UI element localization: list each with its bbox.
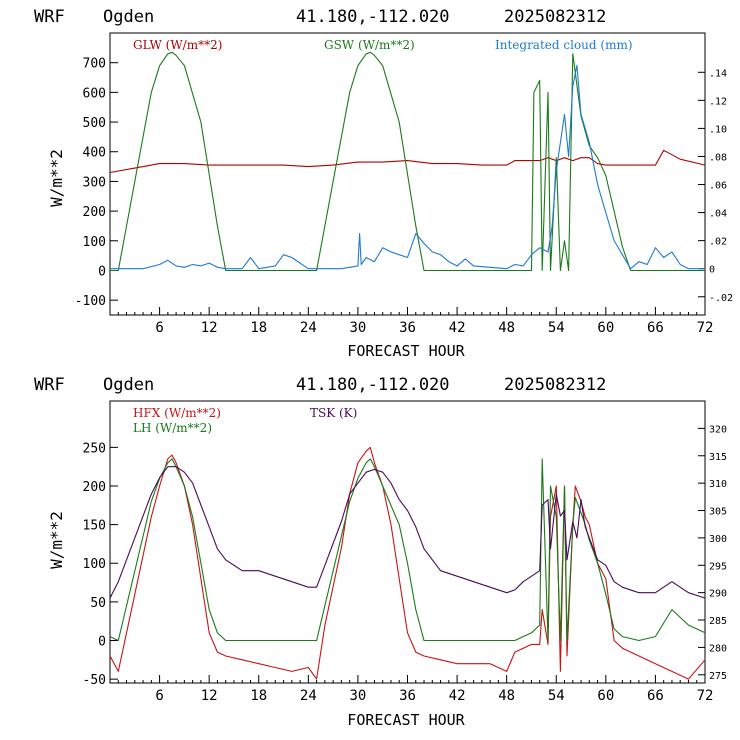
x-tick-label: 54 (548, 320, 565, 336)
y-right-tick-label: 280 (709, 643, 727, 654)
x-axis: 6 12 18 24 30 36 42 48 54 60 66 72 (117, 675, 714, 704)
x-tick-label: 72 (697, 320, 714, 336)
legend-tsk: TSK (K) (310, 406, 357, 420)
x-tick-label: 42 (449, 320, 466, 336)
x-tick-label: 42 (449, 688, 466, 704)
y-tick-label: 200 (83, 480, 106, 495)
x-axis-title: FORECAST HOUR (347, 711, 465, 729)
x-tick-label: 18 (250, 320, 267, 336)
y-right-tick-label: .08 (709, 152, 727, 163)
legend-glw: GLW (W/m**2) (133, 38, 222, 52)
series-line-hfx (109, 446, 706, 680)
x-tick-label: 54 (548, 688, 565, 704)
y-tick-label: 700 (83, 57, 106, 72)
y-right-tick-label: .12 (709, 96, 727, 107)
y-tick-label: 200 (83, 205, 106, 220)
legend-cloud: Integrated cloud (mm) (495, 38, 633, 52)
legend-gsw: GSW (W/m**2) (324, 38, 415, 52)
header-site: Ogden (103, 7, 154, 27)
y-tick-label: 500 (83, 116, 106, 131)
header-site: Ogden (103, 375, 154, 395)
header-run: 2025082312 (504, 375, 606, 395)
y-tick-label: 300 (83, 175, 106, 190)
x-tick-label: 12 (201, 320, 218, 336)
legend-hfx: HFX (W/m**2) (133, 406, 221, 420)
series-line-lh (109, 458, 706, 642)
x-axis-title: FORECAST HOUR (347, 342, 465, 360)
y-tick-label: 100 (83, 235, 106, 250)
series-line-tsk (109, 466, 706, 599)
y-tick-label: 50 (90, 596, 106, 611)
x-tick-label: 66 (647, 688, 664, 704)
y-tick-label: 100 (83, 557, 106, 572)
y-tick-label: -100 (75, 294, 106, 309)
y-right-tick-label: 295 (709, 561, 727, 572)
y-right-tick-label: .06 (709, 181, 727, 192)
y-axis-title: W/m**2 (47, 149, 66, 207)
x-tick-label: 60 (597, 320, 614, 336)
x-tick-label: 30 (349, 320, 366, 336)
x-tick-label: 6 (155, 320, 163, 336)
x-tick-label: 24 (300, 688, 317, 704)
legend: HFX (W/m**2) LH (W/m**2) TSK (K) (133, 406, 357, 435)
y-tick-label: 400 (83, 146, 106, 161)
y-right-tick-label: .04 (709, 209, 727, 220)
y-tick-label: 0 (98, 635, 106, 650)
y-right-tick-label: 290 (709, 589, 727, 600)
y-right-tick-label: 305 (709, 507, 727, 518)
x-tick-label: 18 (250, 688, 267, 704)
x-tick-label: 60 (597, 688, 614, 704)
plot-series (109, 446, 706, 680)
chart-top: WRF Ogden 41.180,-112.020 2025082312 GLW… (34, 7, 733, 360)
series-line-glw (109, 149, 706, 174)
y-right-tick-label: -.02 (709, 293, 733, 304)
y-right-tick-label: 275 (709, 671, 727, 682)
chart-bottom: WRF Ogden 41.180,-112.020 2025082312 HFX… (34, 375, 727, 729)
x-tick-label: 24 (300, 320, 317, 336)
y-axis-left: -100 0 100 200 300 400 500 600 700 (75, 57, 118, 309)
y-axis-right: 275 280 285 290 295 300 305 310 315 320 (698, 424, 727, 682)
y-tick-label: 250 (83, 441, 106, 456)
y-right-tick-label: 315 (709, 452, 727, 463)
x-tick-label: 48 (498, 320, 515, 336)
y-tick-label: 0 (98, 264, 106, 279)
x-tick-label: 12 (201, 688, 218, 704)
y-tick-label: 600 (83, 86, 106, 101)
header-coords: 41.180,-112.020 (296, 375, 450, 395)
x-tick-label: 36 (399, 688, 416, 704)
x-axis: 6 12 18 24 30 36 42 48 54 60 66 72 (117, 307, 714, 336)
x-tick-label: 72 (697, 688, 714, 704)
y-right-tick-label: 300 (709, 534, 727, 545)
header-model: WRF (34, 375, 65, 395)
series-line-integrated (110, 64, 705, 270)
y-right-tick-label: .14 (709, 68, 727, 79)
x-tick-label: 66 (647, 320, 664, 336)
y-right-tick-label: 320 (709, 424, 727, 435)
header-run: 2025082312 (504, 7, 606, 27)
x-tick-label: 30 (349, 688, 366, 704)
x-tick-label: 36 (399, 320, 416, 336)
header-coords: 41.180,-112.020 (296, 7, 450, 27)
y-axis-right: -.02 0 .02 .04 .06 .08 .10 .12 .14 (698, 68, 733, 304)
x-tick-label: 48 (498, 688, 515, 704)
legend-lh: LH (W/m**2) (133, 421, 212, 435)
header-model: WRF (34, 7, 65, 27)
y-right-tick-label: 310 (709, 479, 727, 490)
y-axis-left: -50 0 50 100 150 200 250 (83, 441, 118, 688)
legend: GLW (W/m**2) GSW (W/m**2) Integrated clo… (133, 38, 633, 52)
x-tick-label: 6 (155, 688, 163, 704)
y-axis-title: W/m**2 (47, 511, 66, 569)
y-right-tick-label: .10 (709, 124, 727, 135)
y-tick-label: 150 (83, 519, 106, 534)
y-tick-label: -50 (83, 673, 106, 688)
y-right-tick-label: 285 (709, 616, 727, 627)
plot-series (109, 51, 706, 272)
y-right-tick-label: 0 (709, 265, 715, 276)
y-right-tick-label: .02 (709, 237, 727, 248)
